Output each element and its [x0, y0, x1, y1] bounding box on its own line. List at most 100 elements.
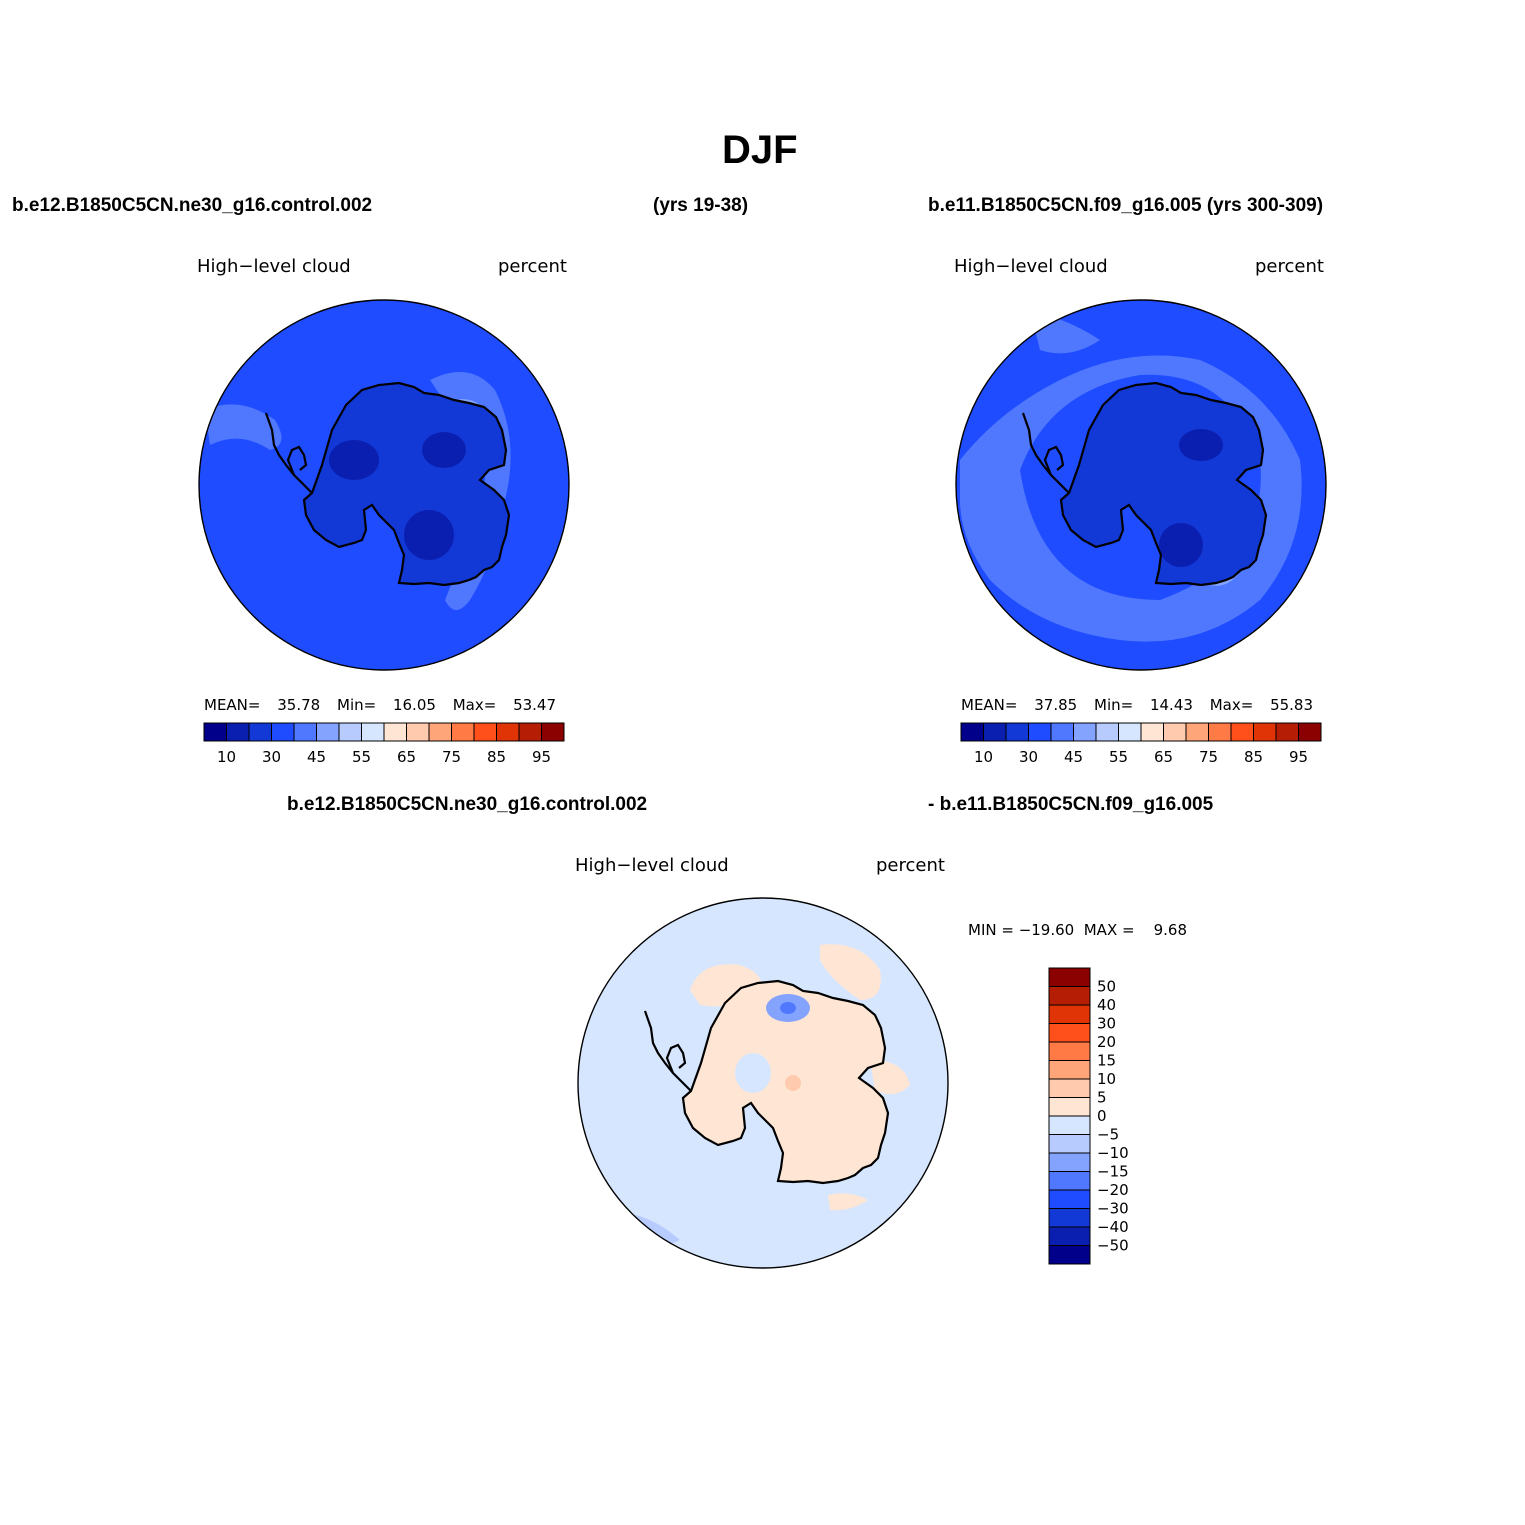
- left-colorbar-tick-label: 85: [487, 748, 506, 766]
- right-colorbar-tick-label: 75: [1199, 748, 1218, 766]
- diff-map-border: [577, 897, 949, 1269]
- right-case-title: b.e11.B1850C5CN.f09_g16.005 (yrs 300-309…: [928, 195, 1324, 216]
- right-max-label: Max=: [1209, 696, 1254, 714]
- left-colorbar-tick-label: 55: [352, 748, 371, 766]
- left-mean-value: 35.78: [277, 696, 321, 714]
- diff-colorbar-tick-label: 15: [1097, 1052, 1116, 1070]
- diff-colorbar-swatch: [1048, 967, 1091, 987]
- diff-positive-patch-east: [870, 1060, 910, 1094]
- right-colorbar-swatch: [1050, 722, 1074, 742]
- left-min-value: 16.05: [392, 696, 436, 714]
- left-max-value: 53.47: [513, 696, 557, 714]
- left-colorbar: 10 30 45 55 65 75 85 95: [203, 722, 565, 766]
- left-deep-low-1: [329, 440, 379, 480]
- left-stats: MEAN= 35.78 Min= 16.05 Max= 53.47: [204, 696, 556, 714]
- diff-colorbar-tick-label: 20: [1097, 1033, 1116, 1051]
- right-colorbar-swatch: [960, 722, 984, 742]
- right-colorbar-swatch: [1073, 722, 1097, 742]
- diff-positive-interior: [785, 1075, 801, 1091]
- diff-negative-interior: [735, 1053, 771, 1093]
- left-colorbar-swatch: [451, 722, 475, 742]
- diff-units-label: percent: [876, 855, 945, 876]
- right-colorbar-swatch: [1298, 722, 1322, 742]
- diff-colorbar-swatch: [1048, 1023, 1091, 1043]
- right-mean-label: MEAN=: [961, 696, 1018, 714]
- left-years: (yrs 19-38): [653, 195, 749, 216]
- diff-colorbar-tick-label: −30: [1097, 1200, 1129, 1218]
- right-colorbar-tick-label: 10: [974, 748, 993, 766]
- right-stats: MEAN= 37.85 Min= 14.43 Max= 55.83: [961, 696, 1313, 714]
- left-mean-label: MEAN=: [204, 696, 261, 714]
- left-colorbar-swatch: [406, 722, 430, 742]
- right-colorbar-swatch: [1140, 722, 1164, 742]
- left-min-label: Min=: [337, 696, 377, 714]
- left-colorbar-swatch: [226, 722, 250, 742]
- right-colorbar-swatch: [1230, 722, 1254, 742]
- left-map-border: [198, 299, 570, 671]
- left-colorbar-tick-label: 75: [442, 748, 461, 766]
- left-colorbar-swatch: [428, 722, 452, 742]
- right-map-border: [955, 299, 1327, 671]
- left-colorbar-swatch: [293, 722, 317, 742]
- diff-colorbar-swatch: [1048, 1245, 1091, 1265]
- diff-colorbar-swatch: [1048, 1041, 1091, 1061]
- diff-strong-negative: [780, 1002, 796, 1014]
- right-colorbar-swatch: [1275, 722, 1299, 742]
- diff-colorbar-swatch: [1048, 1134, 1091, 1154]
- right-colorbar-swatch: [1118, 722, 1142, 742]
- left-colorbar-swatch: [338, 722, 362, 742]
- diff-polar-map: [578, 898, 948, 1268]
- diff-colorbar-swatch: [1048, 1152, 1091, 1172]
- right-colorbar: 10 30 45 55 65 75 85 95: [960, 722, 1322, 766]
- diff-colorbar-tick-label: −20: [1097, 1181, 1129, 1199]
- right-colorbar-tick-label: 30: [1019, 748, 1038, 766]
- right-colorbar-swatch: [1163, 722, 1187, 742]
- right-variable-label: High−level cloud: [954, 256, 1108, 277]
- diff-colorbar-tick-label: 0: [1097, 1107, 1107, 1125]
- diff-colorbar-swatch: [1048, 1060, 1091, 1080]
- right-polar-map: [956, 300, 1326, 670]
- diff-colorbar-swatch: [1048, 1097, 1091, 1117]
- diff-colorbar-swatch: [1048, 1115, 1091, 1135]
- left-colorbar-swatch: [473, 722, 497, 742]
- left-colorbar-tick-label: 45: [307, 748, 326, 766]
- right-min-value: 14.43: [1149, 696, 1193, 714]
- right-colorbar-tick-label: 55: [1109, 748, 1128, 766]
- diff-positive-patch-south: [828, 1193, 868, 1211]
- right-deep-low-1: [1179, 429, 1223, 461]
- left-case-title: b.e12.B1850C5CN.ne30_g16.control.002: [12, 195, 373, 216]
- left-deep-low-3: [404, 510, 454, 560]
- diff-colorbar-swatch: [1048, 1171, 1091, 1191]
- left-variable-label: High−level cloud: [197, 256, 351, 277]
- left-colorbar-tick-label: 65: [397, 748, 416, 766]
- left-units-label: percent: [498, 256, 567, 277]
- right-colorbar-tick-label: 95: [1289, 748, 1308, 766]
- left-colorbar-swatch: [518, 722, 542, 742]
- diff-colorbar-tick-label: 50: [1097, 978, 1116, 996]
- right-colorbar-tick-label: 65: [1154, 748, 1173, 766]
- left-colorbar-swatch: [361, 722, 385, 742]
- diff-colorbar-tick-label: −50: [1097, 1237, 1129, 1255]
- diff-colorbar-tick-label: −10: [1097, 1144, 1129, 1162]
- diff-colorbar-swatch: [1048, 1078, 1091, 1098]
- diff-colorbar-swatch: [1048, 986, 1091, 1006]
- left-colorbar-tick-label: 10: [217, 748, 236, 766]
- diff-colorbar-tick-label: −5: [1097, 1126, 1119, 1144]
- left-colorbar-swatch: [271, 722, 295, 742]
- left-colorbar-swatch: [541, 722, 565, 742]
- diff-colorbar-tick-label: −40: [1097, 1218, 1129, 1236]
- diff-colorbar-swatch: [1048, 1004, 1091, 1024]
- right-colorbar-swatch: [1005, 722, 1029, 742]
- right-units-label: percent: [1255, 256, 1324, 277]
- diff-colorbar-tick-label: 10: [1097, 1070, 1116, 1088]
- left-deep-low-2: [422, 432, 466, 468]
- left-polar-map: [199, 300, 569, 670]
- left-lighter-patch-west: [205, 404, 282, 450]
- left-colorbar-swatch: [496, 722, 520, 742]
- right-colorbar-swatch: [1253, 722, 1277, 742]
- left-colorbar-tick-label: 95: [532, 748, 551, 766]
- left-colorbar-swatch: [203, 722, 227, 742]
- right-max-value: 55.83: [1270, 696, 1314, 714]
